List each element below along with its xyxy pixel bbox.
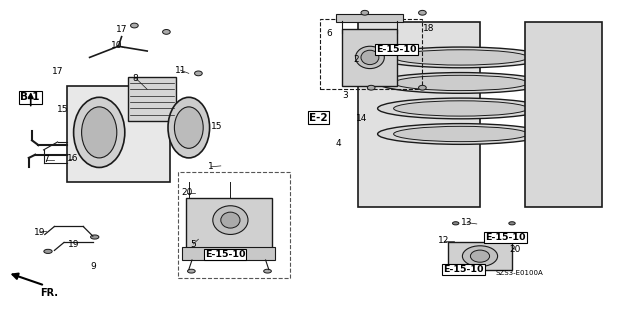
Ellipse shape — [509, 222, 515, 225]
Ellipse shape — [188, 269, 195, 273]
Ellipse shape — [264, 269, 271, 273]
Ellipse shape — [82, 107, 117, 158]
Text: E-2: E-2 — [309, 113, 328, 122]
Text: 17: 17 — [116, 25, 127, 34]
Ellipse shape — [419, 11, 426, 15]
Bar — [336, 14, 403, 22]
Ellipse shape — [394, 101, 528, 116]
Bar — [448, 242, 512, 270]
Text: 2: 2 — [353, 55, 358, 63]
Text: E-15-10: E-15-10 — [205, 250, 245, 259]
Text: 15: 15 — [57, 105, 68, 114]
Text: E-15-10: E-15-10 — [376, 45, 417, 54]
Ellipse shape — [131, 23, 138, 28]
Bar — [182, 247, 275, 260]
Ellipse shape — [361, 11, 369, 15]
Text: 6: 6 — [326, 29, 332, 38]
Text: 5: 5 — [191, 240, 196, 249]
Text: 20: 20 — [509, 245, 521, 254]
Text: 12: 12 — [438, 236, 449, 245]
Ellipse shape — [378, 124, 544, 145]
Text: 19: 19 — [68, 241, 79, 249]
Bar — [342, 29, 397, 86]
Text: 13: 13 — [461, 218, 473, 227]
Text: 9: 9 — [90, 262, 95, 271]
Bar — [525, 22, 602, 207]
Text: 4: 4 — [335, 139, 340, 148]
Ellipse shape — [378, 73, 544, 93]
Ellipse shape — [470, 250, 490, 262]
Ellipse shape — [74, 97, 125, 167]
Text: E-15-10: E-15-10 — [485, 233, 525, 242]
Ellipse shape — [367, 85, 375, 90]
Text: 7: 7 — [44, 155, 49, 164]
Ellipse shape — [356, 46, 384, 69]
Ellipse shape — [44, 249, 52, 253]
Text: 15: 15 — [211, 122, 222, 130]
Bar — [67, 86, 170, 182]
Ellipse shape — [378, 98, 544, 119]
Ellipse shape — [195, 71, 202, 76]
Text: 1: 1 — [209, 162, 214, 171]
Ellipse shape — [221, 212, 240, 228]
Bar — [358, 22, 480, 207]
Ellipse shape — [212, 206, 248, 234]
Text: 10: 10 — [111, 41, 123, 50]
Ellipse shape — [378, 47, 544, 68]
Text: 11: 11 — [175, 66, 186, 75]
Text: 19: 19 — [34, 228, 45, 237]
Text: 16: 16 — [67, 154, 79, 163]
Text: 17: 17 — [52, 67, 63, 76]
Ellipse shape — [394, 75, 528, 91]
Bar — [186, 198, 272, 249]
Ellipse shape — [394, 50, 528, 65]
Ellipse shape — [419, 85, 426, 90]
Bar — [320, 19, 422, 89]
Text: 20: 20 — [181, 189, 193, 197]
Ellipse shape — [91, 235, 99, 239]
Bar — [128, 77, 176, 121]
Text: 8: 8 — [133, 74, 138, 83]
Text: E-15-10: E-15-10 — [444, 265, 484, 274]
Text: FR.: FR. — [40, 288, 58, 298]
Text: 14: 14 — [356, 114, 367, 123]
Ellipse shape — [462, 246, 498, 267]
Bar — [178, 172, 290, 278]
Ellipse shape — [452, 222, 459, 225]
Text: 18: 18 — [423, 24, 435, 33]
Ellipse shape — [174, 107, 204, 148]
Ellipse shape — [361, 50, 379, 65]
Text: SZS3-E0100A: SZS3-E0100A — [496, 271, 544, 276]
Text: B-1: B-1 — [20, 93, 40, 102]
Ellipse shape — [163, 30, 170, 34]
Ellipse shape — [168, 97, 210, 158]
Text: 3: 3 — [343, 91, 348, 100]
Ellipse shape — [394, 126, 528, 142]
